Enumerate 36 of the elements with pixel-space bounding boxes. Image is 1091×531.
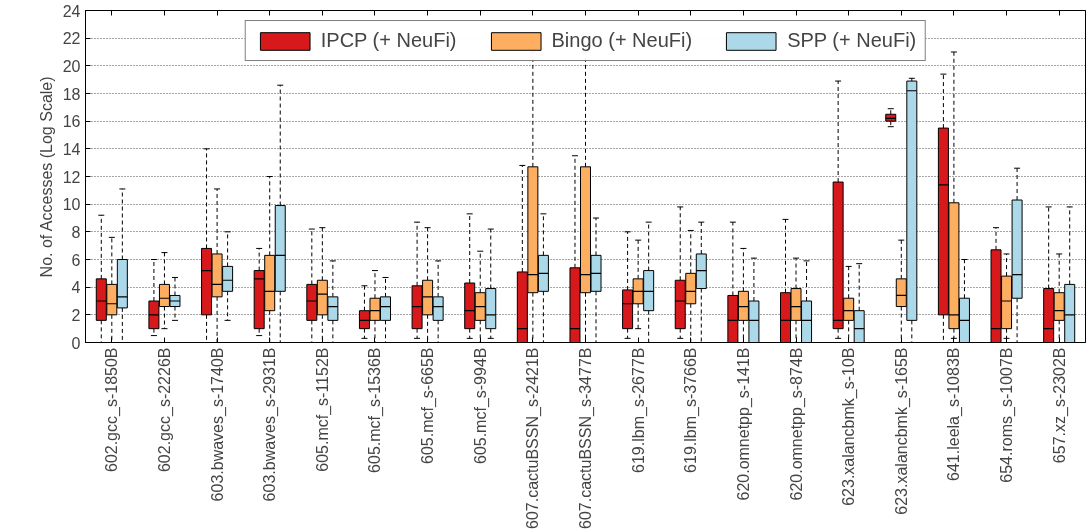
y-tick-label: 10 xyxy=(62,196,81,214)
legend-label: SPP (+ NeuFi) xyxy=(787,29,917,52)
y-tick-label: 12 xyxy=(62,168,81,186)
x-tick-label: 603.bwaves_s-2931B xyxy=(261,347,280,502)
x-tick-label: 619.lbm_s-3766B xyxy=(682,347,701,473)
x-tick-label: 623.xalancbmk_s-10B xyxy=(840,347,859,506)
x-tick-label: 605.mcf_s-1536B xyxy=(366,347,385,473)
x-tick-label: 605.mcf_s-1152B xyxy=(313,347,332,472)
y-tick-label: 8 xyxy=(71,223,81,241)
y-axis-title: No. of Accesses (Log Scale) xyxy=(37,76,55,278)
x-tick-label: 603.bwaves_s-1740B xyxy=(208,347,227,502)
y-tick-label: 0 xyxy=(71,334,81,352)
y-tick-label: 14 xyxy=(62,140,81,158)
x-tick-label: 620.omnetpp_s-874B xyxy=(787,347,806,501)
x-tick-label: 654.roms_s-1007B xyxy=(998,347,1017,483)
x-tick-label: 607.cactuBSSN_s-2421B xyxy=(524,347,543,529)
x-tick-label: 623.xalancbmk_s-165B xyxy=(892,347,911,515)
y-tick-label: 6 xyxy=(71,251,81,269)
x-tick-label: 641.leela_s-1083B xyxy=(945,347,964,481)
y-tick-label: 16 xyxy=(62,113,81,131)
legend-label: IPCP (+ NeuFi) xyxy=(320,29,457,52)
y-tick-label: 22 xyxy=(62,30,81,48)
y-tick-label: 4 xyxy=(71,279,81,297)
x-tick-label: 607.cactuBSSN_s-3477B xyxy=(577,347,595,529)
x-tick-label: 619.lbm_s-2677B xyxy=(629,347,648,473)
x-tick-label: 602.gcc_s-2226B xyxy=(155,347,174,473)
x-tick-label: 605.mcf_s-665B xyxy=(419,347,438,465)
x-tick-label: 620.omnetpp_s-141B xyxy=(734,347,753,501)
y-tick-label: 18 xyxy=(62,85,81,103)
x-tick-label: 602.gcc_s-1850B xyxy=(103,347,122,473)
x-tick-label: 605.mcf_s-994B xyxy=(471,347,490,465)
y-tick-label: 2 xyxy=(71,306,81,324)
x-tick-label: 657.xz_s-2302B xyxy=(1050,347,1069,464)
legend-label: Bingo (+ NeuFi) xyxy=(551,29,693,52)
y-tick-label: 20 xyxy=(62,57,81,75)
y-tick-label: 24 xyxy=(62,2,81,20)
